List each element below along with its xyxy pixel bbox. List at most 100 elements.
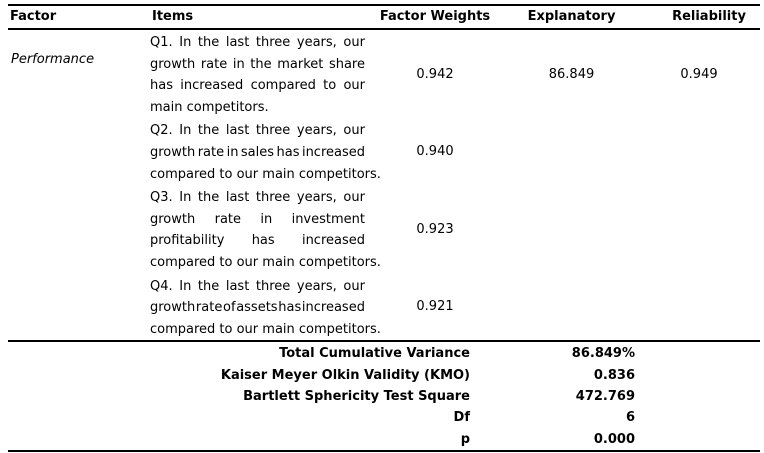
factor-analysis-table: Factor Items Factor Weights Explanatory … — [8, 4, 760, 453]
item-word: the — [197, 278, 220, 294]
item-line: Q4. In the last three years, our — [150, 276, 365, 298]
summary-spacer — [635, 343, 760, 364]
item-word: increased — [180, 78, 244, 94]
item-word: investment — [291, 211, 365, 227]
summary-value: 86.849% — [571, 346, 635, 362]
factor-weight-value: 0.942 — [416, 66, 454, 82]
item-word: increased — [301, 300, 365, 316]
item-line: Q3. In the last three years, our — [150, 187, 365, 209]
explanatory-value: 86.849 — [548, 66, 595, 82]
item-line: profitability has increased — [150, 230, 365, 252]
item-word: rate — [195, 300, 223, 316]
item-word: our — [343, 78, 365, 94]
summary-spacer — [635, 365, 760, 386]
summary-label: Df — [453, 410, 470, 426]
summary-spacer — [635, 429, 760, 450]
item-word: three — [255, 123, 291, 139]
item-line: growth rate of assets has increased — [150, 297, 365, 319]
summary-row: Kaiser Meyer Olkin Validity (KMO) 0.836 — [8, 365, 760, 386]
summary-row: Bartlett Sphericity Test Square 472.769 — [8, 386, 760, 407]
reliability-value: 0.949 — [680, 66, 718, 82]
item-word: three — [255, 190, 291, 206]
item-cell: Q4. In the last three years, our growth rate of as… — [150, 274, 381, 341]
item-word: three — [255, 35, 291, 50]
item-line: compared to our main competitors. — [150, 254, 381, 270]
item-word: market — [277, 56, 324, 72]
item-word: last — [225, 190, 250, 206]
item-word: has — [150, 78, 173, 94]
factor-weight-value: 0.921 — [416, 299, 454, 315]
item-word: rate — [214, 211, 241, 227]
summary-label: Kaiser Meyer Olkin Validity (KMO) — [220, 367, 470, 383]
factor-cell: Performance — [11, 51, 95, 67]
summary-row: p 0.000 — [8, 429, 760, 450]
factor-weight-value: 0.940 — [416, 144, 454, 160]
item-word: in — [232, 56, 245, 72]
factor-weight-value: 0.923 — [416, 221, 454, 237]
item-word: increased — [301, 233, 365, 249]
item-word: our — [343, 190, 365, 206]
summary-spacer — [635, 386, 760, 407]
header-reliability: Reliability — [672, 9, 746, 24]
item-word: the — [197, 35, 220, 50]
item-word: has — [278, 300, 302, 316]
item-line: main competitors. — [150, 99, 269, 115]
item-word: share — [328, 56, 365, 72]
item-word: to — [323, 78, 337, 94]
item-word: Q1. — [150, 35, 173, 50]
item-word: the — [197, 123, 220, 139]
table-header-row: Factor Items Factor Weights Explanatory … — [8, 6, 760, 30]
item-word: growth — [150, 56, 196, 72]
item-word: of — [222, 300, 236, 316]
item-word: years, — [296, 190, 337, 206]
item-word: increased — [301, 144, 365, 160]
item-line: growth rate in investment — [150, 209, 365, 231]
summary-label: Bartlett Sphericity Test Square — [243, 389, 470, 405]
item-line: compared to our main competitors. — [150, 166, 381, 182]
item-word: growth — [150, 144, 196, 160]
summary-value: 0.836 — [593, 367, 635, 383]
item-word: has — [276, 144, 300, 160]
summary-value: 6 — [625, 410, 635, 426]
item-word: three — [255, 278, 291, 294]
summary-label: p — [460, 431, 470, 447]
item-word: growth — [150, 211, 196, 227]
factor-cell — [8, 274, 150, 296]
table-body: Performance Q1. In the last three years, our gro… — [8, 30, 760, 340]
item-word: years, — [296, 278, 337, 294]
item-word: last — [225, 278, 250, 294]
item-line: growth rate in the market share — [150, 54, 365, 76]
item-word: last — [225, 35, 250, 50]
table-row: Q4. In the last three years, our growth rate of as… — [8, 274, 760, 341]
item-cell: Q2. In the last three years, our growth rate in sa… — [150, 118, 381, 185]
factor-cell — [8, 118, 150, 140]
item-word: In — [179, 123, 192, 139]
item-word: years, — [296, 123, 337, 139]
item-word: In — [179, 35, 192, 50]
item-word: compared — [250, 78, 316, 94]
table-row: Q2. In the last three years, our growth rate in sa… — [8, 118, 760, 185]
item-word: our — [343, 123, 365, 139]
item-word: assets — [236, 300, 278, 316]
item-cell: Q3. In the last three years, our growth rate in in… — [150, 185, 381, 273]
summary-row: Df 6 — [8, 407, 760, 428]
table-summary: Total Cumulative Variance 86.849% Kaiser M… — [8, 340, 760, 450]
header-items: Items — [152, 9, 194, 24]
item-word: Q3. — [150, 190, 173, 206]
item-word: in — [260, 211, 273, 227]
item-line: compared to our main competitors. — [150, 321, 381, 337]
item-line: growth rate in sales has increased — [150, 142, 365, 164]
item-word: our — [343, 35, 365, 50]
item-word: In — [179, 190, 192, 206]
item-word: In — [179, 278, 192, 294]
header-factor-weights: Factor Weights — [379, 9, 491, 24]
item-word: our — [343, 278, 365, 294]
item-word: growth — [150, 300, 196, 316]
item-line: Q2. In the last three years, our — [150, 120, 365, 142]
item-word: the — [197, 190, 220, 206]
item-word: profitability — [150, 233, 225, 249]
summary-value: 472.769 — [575, 389, 635, 405]
item-word: Q4. — [150, 278, 173, 294]
summary-spacer — [635, 407, 760, 428]
item-word: sales — [240, 144, 275, 160]
